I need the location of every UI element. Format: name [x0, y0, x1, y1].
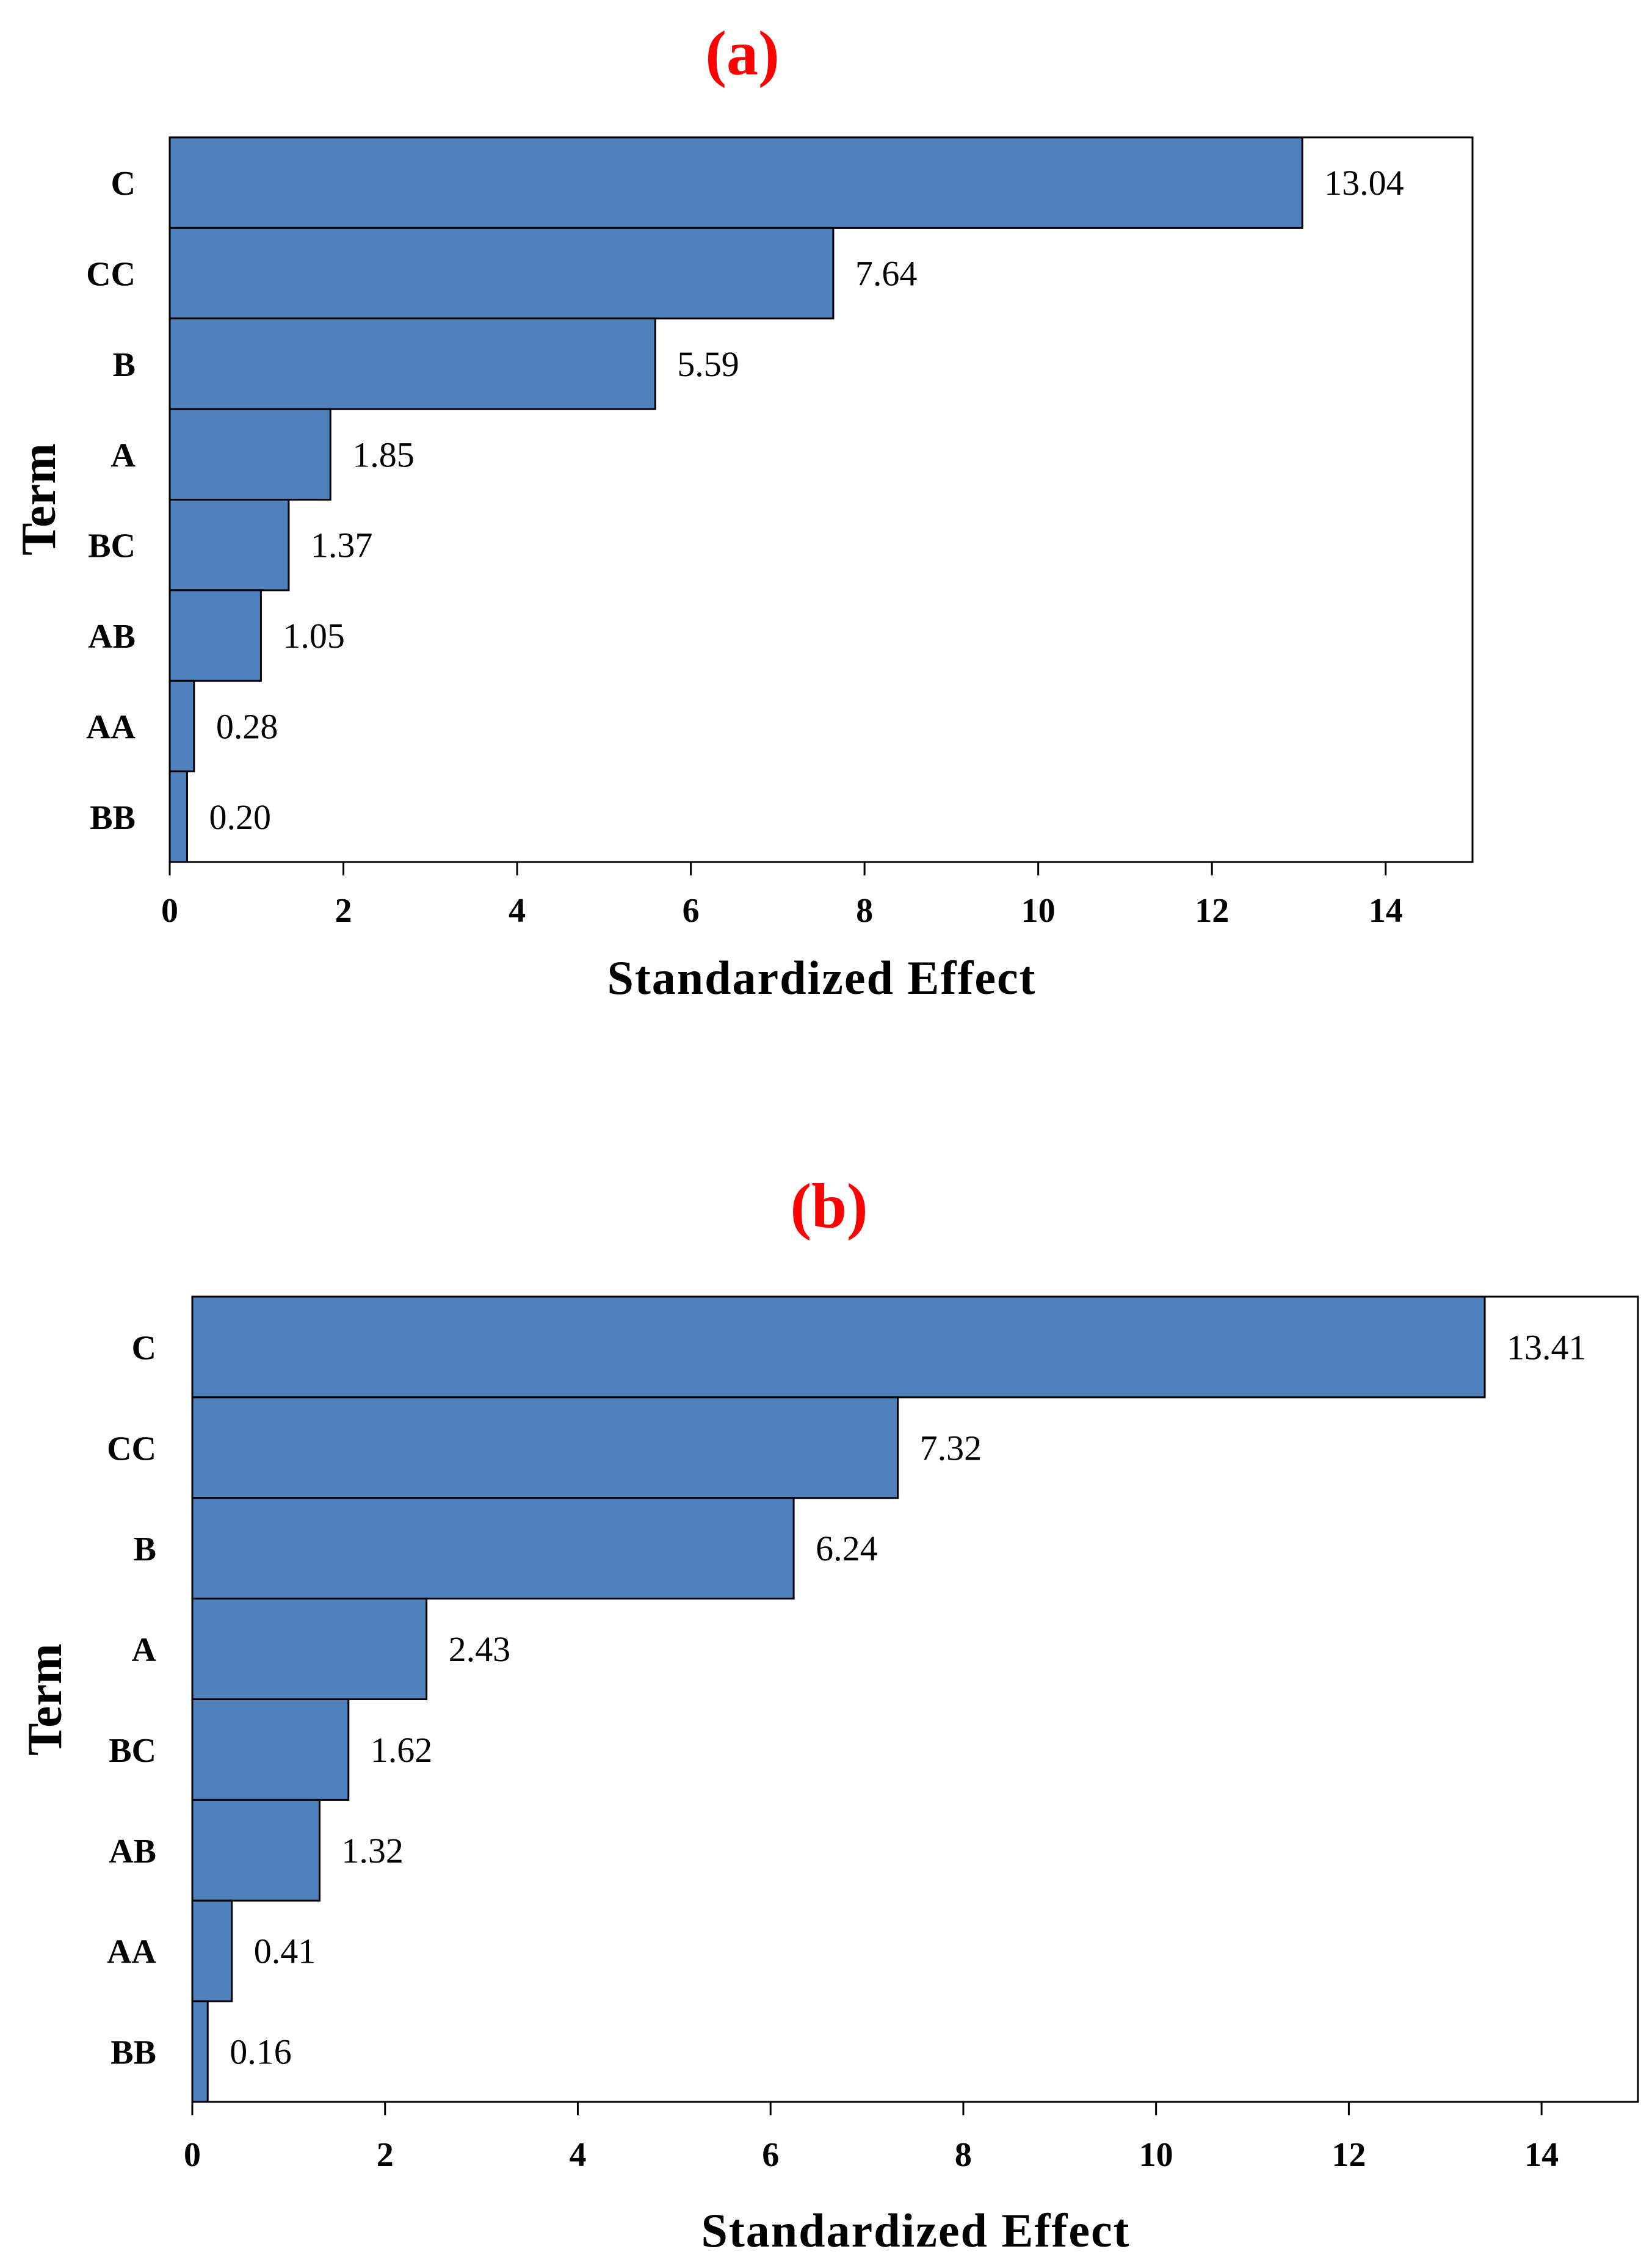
- category-label-b: B: [113, 346, 136, 384]
- value-label-b: 6.24: [816, 1529, 878, 1568]
- category-label-bb: BB: [90, 799, 136, 837]
- category-label-b: B: [134, 1530, 156, 1568]
- bar-a: [168, 408, 331, 501]
- chart-panel-a: (a) 13.04 C 7.64 CC 5.59 B 1.85 A 1.37 BC 1.05 AB 0.2…: [12, 18, 1474, 1004]
- x-tick-label: 10: [1139, 2136, 1173, 2174]
- bar-ab: [191, 1798, 321, 1902]
- value-label-bc: 1.37: [311, 526, 373, 565]
- value-label-a: 2.43: [449, 1629, 511, 1669]
- bar-c: [168, 136, 1303, 229]
- value-label-ab: 1.32: [341, 1831, 404, 1871]
- value-label-bc: 1.62: [371, 1730, 433, 1770]
- category-label-aa: AA: [107, 1933, 156, 1971]
- category-label-bc: BC: [88, 527, 136, 565]
- value-label-ab: 1.05: [283, 616, 345, 656]
- bar-bb: [168, 770, 188, 863]
- x-tick-label: 12: [1195, 892, 1229, 930]
- chart-title-b: (b): [790, 1171, 868, 1241]
- value-label-cc: 7.32: [920, 1428, 982, 1468]
- bar-c: [191, 1295, 1486, 1399]
- bar-bc: [191, 1698, 350, 1801]
- bar-cc: [191, 1396, 899, 1499]
- x-tick-label: 14: [1524, 2136, 1559, 2174]
- value-label-c: 13.41: [1507, 1327, 1587, 1367]
- value-label-cc: 7.64: [855, 254, 918, 294]
- x-tick-label: 4: [569, 2136, 586, 2174]
- bar-a: [191, 1598, 428, 1700]
- value-label-c: 13.04: [1324, 163, 1404, 203]
- x-tick-label: 2: [335, 892, 352, 930]
- category-label-bb: BB: [110, 2034, 156, 2072]
- category-label-cc: CC: [107, 1430, 156, 1468]
- category-label-c: C: [132, 1329, 156, 1367]
- bar-b: [168, 317, 656, 410]
- chart-panel-b: (b) 13.41 C 7.32 CC 6.24 B 2.43 A 1.62 BC 1.32 AB 0.4…: [18, 1171, 1639, 2257]
- x-tick-label: 8: [856, 892, 873, 930]
- x-tick-label: 4: [509, 892, 526, 930]
- x-axis-label: Standardized Effect: [701, 2204, 1130, 2257]
- category-label-aa: AA: [86, 708, 136, 746]
- x-tick-label: 0: [161, 892, 178, 930]
- bar-b: [191, 1497, 795, 1600]
- value-label-bb: 0.20: [209, 797, 271, 837]
- value-label-aa: 0.41: [254, 1932, 316, 1971]
- category-label-cc: CC: [86, 256, 136, 294]
- bar-ab: [168, 589, 262, 682]
- value-label-aa: 0.28: [216, 706, 278, 746]
- x-tick-label: 8: [955, 2136, 972, 2174]
- bar-cc: [168, 226, 835, 320]
- chart-title-a: (a): [705, 18, 779, 89]
- category-label-a: A: [111, 436, 136, 474]
- y-axis-label: Term: [12, 443, 66, 556]
- bar-aa: [191, 1899, 233, 2002]
- x-tick-label: 6: [683, 892, 700, 930]
- x-tick-label: 12: [1331, 2136, 1366, 2174]
- x-tick-label: 0: [184, 2136, 201, 2174]
- value-label-a: 1.85: [352, 435, 415, 474]
- value-label-b: 5.59: [677, 344, 739, 384]
- category-label-bc: BC: [109, 1732, 156, 1770]
- x-tick-label: 14: [1369, 892, 1403, 930]
- category-label-ab: AB: [88, 618, 136, 656]
- category-label-ab: AB: [109, 1833, 156, 1871]
- category-label-c: C: [111, 165, 136, 203]
- bar-bb: [191, 2000, 209, 2103]
- value-label-bb: 0.16: [230, 2032, 292, 2072]
- bar-bc: [168, 499, 290, 592]
- plot-frame: [191, 1295, 1639, 2103]
- y-axis-label: Term: [18, 1643, 72, 1756]
- x-tick-label: 6: [762, 2136, 779, 2174]
- plot-frame: [168, 136, 1474, 863]
- x-tick-label: 2: [377, 2136, 394, 2174]
- x-tick-label: 10: [1021, 892, 1056, 930]
- category-label-a: A: [132, 1631, 157, 1669]
- x-axis-label: Standardized Effect: [607, 951, 1036, 1004]
- bar-aa: [168, 679, 195, 773]
